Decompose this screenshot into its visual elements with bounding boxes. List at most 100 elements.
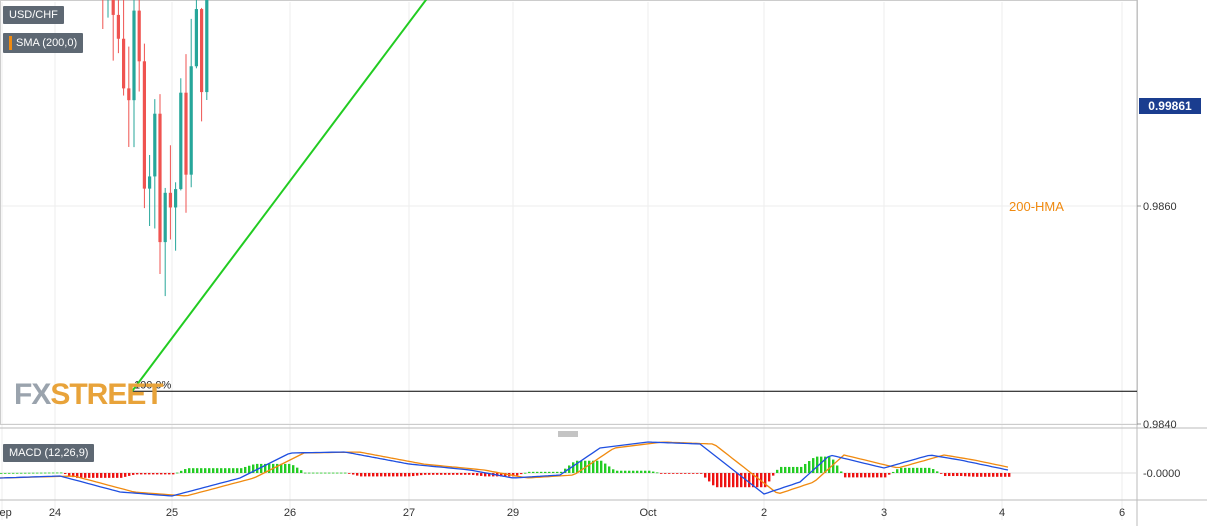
macd-histogram-bar [576, 460, 579, 473]
macd-histogram-bar [864, 473, 867, 478]
candle-body [127, 88, 131, 101]
macd-histogram-bar [604, 463, 607, 473]
macd-histogram-bar [772, 473, 775, 476]
macd-histogram-bar [552, 471, 555, 473]
macd-panel: -0.0000 [0, 441, 1180, 497]
macd-histogram-bar [956, 473, 959, 477]
macd-histogram-bar [296, 467, 299, 473]
macd-histogram-bar [316, 472, 319, 474]
macd-histogram-bar [340, 472, 343, 474]
macd-histogram-bar [800, 466, 803, 473]
macd-histogram-bar [148, 473, 151, 475]
x-tick-label: 4 [999, 507, 1005, 519]
macd-histogram-bar [548, 471, 551, 473]
trendline [131, 0, 428, 392]
candle-body [158, 113, 162, 243]
macd-histogram-bar [536, 471, 539, 473]
macd-histogram-bar [912, 467, 915, 473]
grip-lines-icon[interactable] [558, 431, 578, 437]
macd-badge[interactable]: MACD (12,26,9) [3, 444, 95, 462]
macd-histogram-bar [284, 463, 287, 473]
macd-histogram-bar [216, 468, 219, 473]
price-pane-border [0, 0, 1138, 425]
macd-histogram-bar [172, 473, 175, 475]
macd-histogram-bar [668, 473, 671, 474]
macd-histogram-bar [680, 473, 683, 474]
x-tick-label: 29 [507, 507, 519, 519]
macd-histogram-bar [656, 472, 659, 474]
macd-histogram-bar [872, 473, 875, 478]
macd-histogram-bar [976, 473, 979, 477]
macd-histogram-bar [144, 473, 147, 475]
macd-histogram-bar [904, 467, 907, 473]
macd-histogram-bar [400, 473, 403, 477]
macd-histogram-bar [644, 470, 647, 473]
macd-histogram-bar [232, 468, 235, 473]
macd-histogram-bar [588, 460, 591, 473]
macd-histogram-bar [540, 471, 543, 473]
macd-histogram-bar [412, 473, 415, 477]
macd-histogram-bar [736, 473, 739, 488]
macd-histogram-bar [780, 466, 783, 473]
macd-histogram-bar [208, 468, 211, 473]
indicator-badge[interactable]: SMA (200,0) [3, 33, 84, 53]
macd-histogram-bar [688, 473, 691, 474]
macd-histogram-bar [952, 473, 955, 477]
macd-histogram-bar [460, 473, 463, 475]
macd-histogram-bar [188, 468, 191, 473]
macd-histogram-bar [592, 460, 595, 473]
macd-histogram-bar [416, 473, 419, 476]
macd-histogram-bar [716, 473, 719, 488]
macd-histogram-bar [56, 472, 59, 474]
macd-histogram-bar [640, 470, 643, 473]
macd-histogram-bar [980, 473, 983, 477]
macd-histogram-bar [884, 473, 887, 478]
candle-body [163, 192, 167, 243]
macd-histogram-bar [0, 473, 3, 474]
symbol-badge[interactable]: USD/CHF [3, 6, 64, 24]
macd-histogram-bar [68, 473, 71, 476]
macd-histogram-bar [992, 473, 995, 477]
macd-histogram-bar [116, 473, 119, 478]
macd-histogram-bar [196, 468, 199, 473]
macd-histogram-bar [580, 460, 583, 473]
macd-histogram-bar [908, 467, 911, 473]
macd-histogram-bar [12, 472, 15, 474]
x-tick-label: 2 [761, 507, 767, 519]
macd-histogram-bar [344, 472, 347, 474]
fxstreet-logo: FXSTREET [14, 378, 164, 411]
macd-histogram-bar [288, 463, 291, 473]
macd-histogram-bar [292, 465, 295, 473]
macd-histogram-bar [16, 472, 19, 474]
macd-histogram-bar [928, 467, 931, 473]
macd-histogram-bar [608, 466, 611, 473]
macd-histogram-bar [204, 468, 207, 473]
macd-histogram-bar [828, 456, 831, 473]
macd-histogram-bar [848, 473, 851, 478]
macd-histogram-bar [708, 473, 711, 482]
macd-histogram-bar [676, 473, 679, 474]
macd-histogram-bar [784, 466, 787, 473]
candle-body [189, 66, 193, 175]
x-tick-label: Oct [639, 507, 656, 519]
macd-histogram-bar [500, 473, 503, 477]
macd-histogram-bar [636, 470, 639, 473]
macd-histogram-bar [616, 470, 619, 473]
macd-histogram-bar [40, 472, 43, 474]
macd-histogram-bar [796, 466, 799, 473]
macd-histogram-bar [624, 470, 627, 473]
macd-histogram-bar [900, 467, 903, 473]
symbol-label: USD/CHF [9, 9, 58, 21]
macd-histogram-bar [924, 467, 927, 473]
macd-histogram-bar [960, 473, 963, 477]
macd-histogram-bar [256, 463, 259, 473]
macd-histogram-bar [24, 472, 27, 474]
macd-histogram-bar [324, 472, 327, 474]
macd-histogram-bar [168, 473, 171, 475]
x-tick-label: 3 [881, 507, 887, 519]
macd-histogram-bar [896, 469, 899, 473]
support-trendline [131, 0, 428, 392]
macd-histogram-bar [336, 472, 339, 474]
macd-histogram-bar [240, 468, 243, 473]
macd-histogram-bar [880, 473, 883, 478]
